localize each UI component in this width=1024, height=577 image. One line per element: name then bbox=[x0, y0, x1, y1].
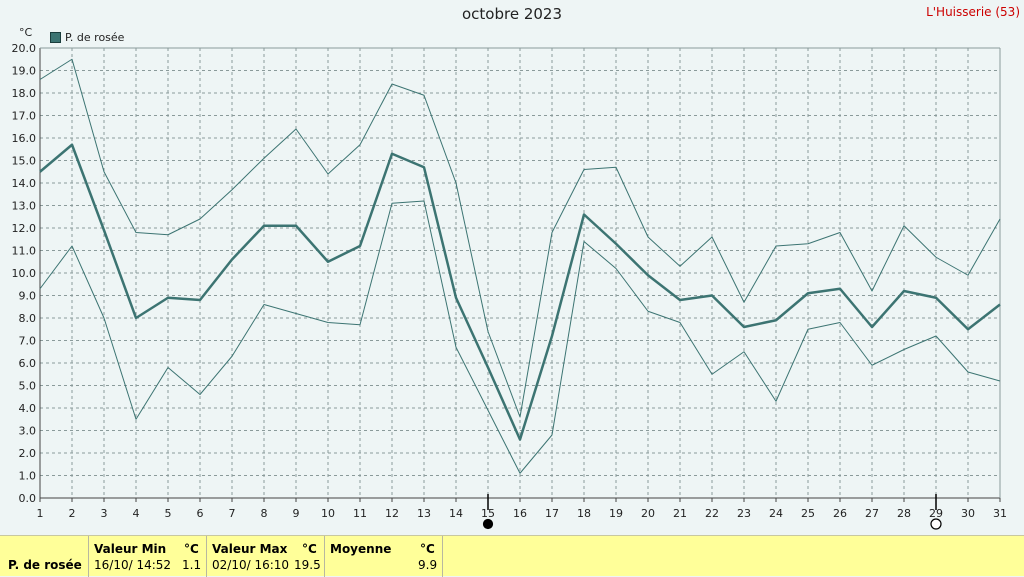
dewpoint-chart: 0.01.02.03.04.05.06.07.08.09.010.011.012… bbox=[12, 42, 1008, 530]
chart-axes: 0.01.02.03.04.05.06.07.08.09.010.011.012… bbox=[12, 42, 1008, 520]
x-tick-label: 29 bbox=[929, 507, 943, 520]
x-tick-label: 3 bbox=[101, 507, 108, 520]
y-tick-label: 8.0 bbox=[19, 312, 37, 325]
x-tick-label: 19 bbox=[609, 507, 623, 520]
x-tick-label: 12 bbox=[385, 507, 399, 520]
y-tick-label: 16.0 bbox=[12, 132, 37, 145]
y-tick-label: 10.0 bbox=[12, 267, 37, 280]
full-moon-icon bbox=[930, 518, 942, 530]
footer-series-label: P. de rosée bbox=[8, 558, 82, 572]
footer-max-cell: Valeur Max °C 02/10/ 16:10 19.5 bbox=[206, 536, 325, 577]
x-tick-label: 30 bbox=[961, 507, 975, 520]
x-tick-label: 9 bbox=[293, 507, 300, 520]
station-name: L'Huisserie (53) bbox=[926, 5, 1020, 19]
x-tick-label: 14 bbox=[449, 507, 463, 520]
x-tick-label: 28 bbox=[897, 507, 911, 520]
x-tick-label: 17 bbox=[545, 507, 559, 520]
x-tick-label: 4 bbox=[133, 507, 140, 520]
min-datetime: 16/10/ 14:52 bbox=[94, 558, 172, 572]
y-tick-label: 7.0 bbox=[19, 335, 37, 348]
min-label: Valeur Min bbox=[94, 542, 167, 556]
x-tick-label: 24 bbox=[769, 507, 783, 520]
y-tick-label: 2.0 bbox=[19, 447, 37, 460]
y-axis-unit: °C bbox=[19, 26, 33, 39]
y-tick-label: 19.0 bbox=[12, 65, 37, 78]
series-mean-line bbox=[39, 143, 1001, 441]
x-tick-label: 25 bbox=[801, 507, 815, 520]
x-tick-label: 11 bbox=[353, 507, 367, 520]
max-label: Valeur Max bbox=[212, 542, 288, 556]
max-value: 19.5 bbox=[294, 558, 321, 572]
y-tick-label: 5.0 bbox=[19, 380, 37, 393]
y-tick-label: 6.0 bbox=[19, 357, 37, 370]
series-max-line bbox=[39, 58, 1001, 418]
x-tick-label: 6 bbox=[197, 507, 204, 520]
series-min-line bbox=[39, 200, 1001, 474]
y-tick-label: 20.0 bbox=[12, 42, 37, 55]
x-tick-label: 16 bbox=[513, 507, 527, 520]
x-tick-label: 15 bbox=[481, 507, 495, 520]
stats-footer: P. de rosée Valeur Min °C 16/10/ 14:52 1… bbox=[0, 535, 1024, 577]
x-tick-label: 13 bbox=[417, 507, 431, 520]
x-tick-label: 7 bbox=[229, 507, 236, 520]
avg-unit: °C bbox=[420, 542, 435, 556]
x-tick-label: 2 bbox=[69, 507, 76, 520]
y-tick-label: 17.0 bbox=[12, 110, 37, 123]
x-tick-label: 31 bbox=[993, 507, 1007, 520]
min-unit: °C bbox=[184, 542, 199, 556]
footer-min-cell: Valeur Min °C 16/10/ 14:52 1.1 bbox=[88, 536, 207, 577]
x-tick-label: 20 bbox=[641, 507, 655, 520]
footer-avg-cell: Moyenne °C 9.9 bbox=[324, 536, 443, 577]
new-moon-icon bbox=[482, 518, 494, 530]
x-tick-label: 18 bbox=[577, 507, 591, 520]
x-tick-label: 26 bbox=[833, 507, 847, 520]
x-tick-label: 23 bbox=[737, 507, 751, 520]
chart-grid bbox=[39, 47, 1001, 499]
y-tick-label: 14.0 bbox=[12, 177, 37, 190]
avg-label: Moyenne bbox=[330, 542, 392, 556]
y-tick-label: 9.0 bbox=[19, 290, 37, 303]
moon-markers bbox=[482, 494, 942, 530]
x-tick-label: 1 bbox=[37, 507, 44, 520]
min-value: 1.1 bbox=[182, 558, 202, 572]
x-tick-label: 8 bbox=[261, 507, 268, 520]
y-tick-label: 1.0 bbox=[19, 470, 37, 483]
max-datetime: 02/10/ 16:10 bbox=[212, 558, 290, 572]
chart-legend: P. de rosée bbox=[50, 31, 124, 44]
avg-value: 9.9 bbox=[418, 558, 438, 572]
y-tick-label: 15.0 bbox=[12, 155, 37, 168]
max-unit: °C bbox=[302, 542, 317, 556]
legend-label: P. de rosée bbox=[65, 31, 125, 44]
x-tick-label: 27 bbox=[865, 507, 879, 520]
chart-series bbox=[39, 58, 1001, 474]
y-tick-label: 13.0 bbox=[12, 200, 37, 213]
y-tick-label: 12.0 bbox=[12, 222, 37, 235]
x-tick-label: 21 bbox=[673, 507, 687, 520]
y-tick-label: 3.0 bbox=[19, 425, 37, 438]
y-tick-label: 4.0 bbox=[19, 402, 37, 415]
chart-title: octobre 2023 bbox=[461, 5, 562, 23]
x-tick-label: 5 bbox=[165, 507, 172, 520]
x-tick-label: 10 bbox=[321, 507, 335, 520]
x-tick-label: 22 bbox=[705, 507, 719, 520]
y-tick-label: 0.0 bbox=[19, 492, 37, 505]
y-tick-label: 18.0 bbox=[12, 87, 37, 100]
legend-swatch bbox=[50, 32, 61, 43]
y-tick-label: 11.0 bbox=[12, 245, 37, 258]
footer-series-cell: P. de rosée bbox=[0, 536, 89, 577]
